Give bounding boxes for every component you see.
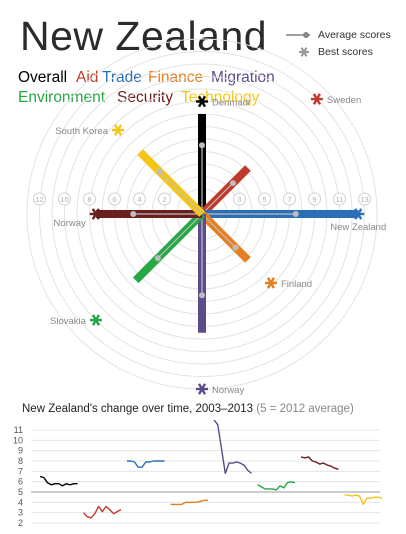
timeline-title-note: (5 = 2012 average): [256, 403, 354, 415]
best-country-label: New Zealand: [330, 222, 386, 233]
ring-label: 4: [137, 195, 141, 204]
y-tick-label: 6: [18, 477, 23, 487]
ring-label: 10: [60, 195, 68, 204]
ring-label: 13: [360, 195, 368, 204]
series-line-environment: [257, 481, 296, 491]
ring-label-bubble: [83, 192, 96, 206]
average-dot-overall: [199, 142, 205, 149]
y-tick-label: 8: [18, 456, 23, 466]
y-tick-label: 9: [18, 446, 23, 456]
category-security: Security: [117, 89, 173, 106]
ring-label-bubble: [158, 192, 171, 206]
category-aid: Aid: [76, 69, 99, 86]
average-dot-migration: [199, 292, 205, 299]
radial-chart: 12 10 8 6 4 2 3 5 7 9 11 13 Denmark Sweden New Zealand…: [26, 38, 386, 396]
ring-label-bubble: [133, 192, 146, 206]
timeline-title-text: New Zealand's change over time, 2003–201…: [22, 403, 254, 415]
ring: [39, 51, 365, 377]
ring-label-bubble: [58, 192, 71, 206]
best-legend-asterisk-icon: [299, 47, 309, 57]
ring-label-bubble: [333, 192, 346, 206]
ring-label-bubble: [358, 192, 371, 206]
ring-label-bubble: [283, 192, 296, 206]
ring-label: 11: [336, 195, 344, 204]
y-tick-label: 10: [13, 435, 23, 445]
best-country-label: Denmark: [212, 98, 251, 109]
y-tick-label: 2: [18, 518, 23, 528]
average-legend-dot: [303, 32, 309, 38]
best-asterisk-icon: [196, 383, 208, 395]
average-dot-security: [130, 211, 137, 217]
best-asterisk-icon: [264, 277, 277, 289]
ring-label: 12: [35, 195, 43, 204]
bars: [95, 114, 359, 333]
category-overall: Overall: [18, 69, 68, 86]
best-asterisk-icon: [352, 208, 365, 220]
ring-label-bubble: [233, 192, 246, 206]
average-dot-trade: [292, 211, 299, 217]
best-asterisk-icon: [89, 208, 102, 220]
best-asterisk-icon: [89, 314, 102, 326]
y-tick-label: 4: [18, 497, 23, 507]
ring-label: 8: [87, 195, 91, 204]
timeline-series: [39, 420, 383, 519]
y-tick-label: 5: [18, 487, 23, 497]
y-tick-label: 7: [18, 466, 23, 476]
average-line-aid: [201, 182, 234, 215]
legend-best-label: Best scores: [318, 46, 373, 58]
timeline-title: New Zealand's change over time, 2003–201…: [22, 403, 354, 415]
series-line-finance: [170, 499, 208, 506]
ring-label: 3: [237, 195, 241, 204]
ring-label: 6: [112, 195, 116, 204]
legend-symbols: [286, 32, 310, 57]
best-markers: Denmark Sweden New Zealand Finland Norway Slo…: [50, 93, 386, 396]
ring-label: 9: [312, 195, 316, 204]
ring-label-bubble: [308, 192, 321, 206]
y-tick-label: 11: [14, 425, 23, 435]
category-migration: Migration: [211, 69, 275, 86]
ring-labels: 12 10 8 6 4 2 3 5 7 9 11 13: [33, 192, 371, 206]
series-line-migration: [213, 420, 252, 475]
best-country-label: Sweden: [327, 95, 361, 106]
ring-label-bubble: [258, 192, 271, 206]
average-line-technology: [159, 171, 203, 215]
best-asterisk-icon: [196, 95, 208, 108]
ring-label: 7: [287, 195, 291, 204]
ring-label: 2: [162, 195, 166, 204]
average-dot-technology: [156, 168, 163, 175]
average-line-environment: [157, 213, 203, 259]
best-asterisk-icon: [112, 124, 125, 136]
best-country-label: Norway: [54, 218, 86, 229]
category-finance: Finance: [148, 69, 204, 86]
average-dot-environment: [154, 255, 161, 262]
average-line-finance: [201, 213, 237, 249]
legend-average-label: Average scores: [318, 29, 391, 41]
best-country-label: Norway: [212, 385, 244, 396]
ring-label-bubble: [33, 192, 46, 206]
average-dot-finance: [232, 244, 239, 251]
average-dot-aid: [229, 180, 236, 187]
ring-label-bubble: [108, 192, 121, 206]
series-line-overall: [39, 475, 78, 487]
ring-label: 5: [262, 195, 266, 204]
best-country-label: Slovakia: [50, 316, 87, 327]
series-line-aid: [82, 505, 122, 519]
best-country-label: Finland: [281, 279, 312, 290]
best-asterisk-icon: [310, 93, 323, 105]
series-line-trade: [127, 460, 165, 468]
series-line-security: [300, 456, 339, 470]
category-environment: Environment: [18, 89, 106, 106]
series-line-technology: [344, 494, 383, 506]
best-country-label: South Korea: [55, 126, 109, 137]
y-tick-label: 3: [18, 508, 23, 518]
